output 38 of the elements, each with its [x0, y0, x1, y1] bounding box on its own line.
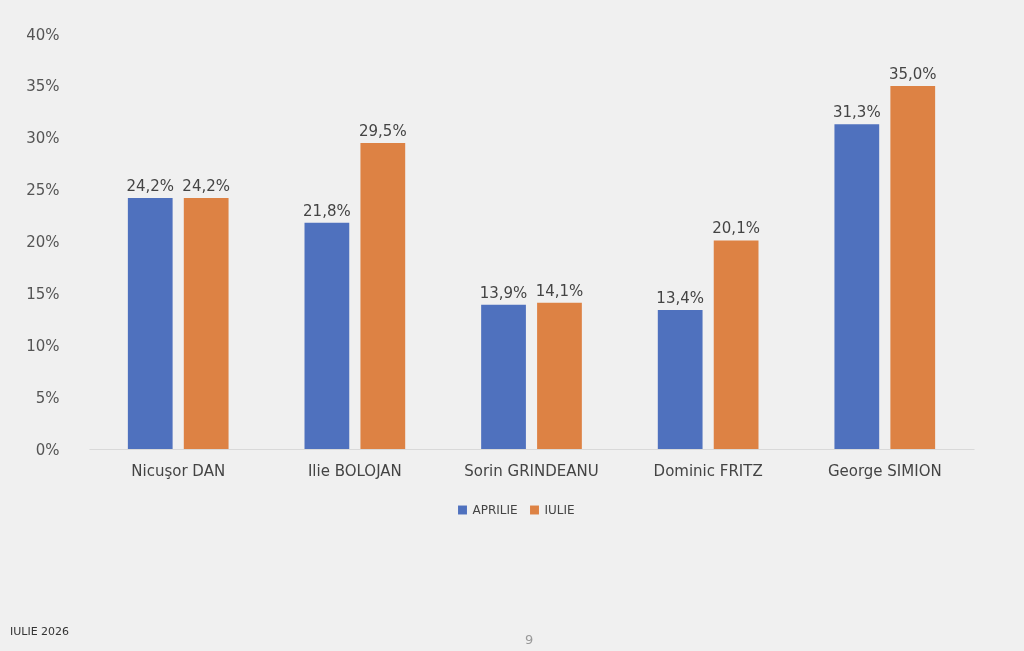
legend-label: APRILIE: [472, 503, 518, 517]
data-label: 24,2%: [182, 176, 230, 195]
bar: [481, 304, 526, 449]
data-label: 24,2%: [126, 176, 175, 195]
y-tick-label: 40%: [26, 25, 60, 44]
x-tick-label: Ilie BOLOJAN: [307, 461, 402, 480]
text: 9: [525, 632, 534, 647]
data-label: 13,9%: [479, 283, 528, 302]
data-label: 21,8%: [303, 201, 351, 220]
y-tick-label: 25%: [26, 181, 60, 200]
bar: [360, 142, 406, 449]
bar: [713, 240, 759, 449]
legend-label: IULIE: [544, 503, 575, 517]
y-tick-label: 0%: [35, 440, 60, 459]
x-tick-label: George SIMION: [827, 461, 942, 480]
data-label: 29,5%: [358, 121, 407, 140]
data-label: 13,4%: [656, 288, 705, 307]
y-tick-label: 30%: [26, 129, 60, 148]
y-tick-label: 10%: [26, 336, 60, 355]
text: IULIE 2026: [10, 625, 70, 638]
data-label: 14,1%: [535, 281, 584, 300]
x-tick-label: Sorin GRINDEANU: [464, 461, 599, 480]
bar: [834, 124, 880, 449]
y-tick-label: 35%: [26, 77, 60, 96]
bar: [304, 222, 350, 449]
bar: [657, 309, 703, 449]
data-label: 35,0%: [888, 64, 937, 83]
y-tick-label: 5%: [35, 388, 60, 407]
x-tick-label: Nicuşor DAN: [131, 461, 226, 480]
data-label: 20,1%: [712, 219, 760, 238]
bar: [890, 85, 936, 449]
y-tick-label: 20%: [26, 233, 60, 251]
bar: [183, 197, 229, 449]
data-label: 31,3%: [833, 103, 881, 122]
x-tick-label: Dominic FRITZ: [653, 461, 763, 480]
y-tick-label: 15%: [26, 284, 60, 303]
bar: [537, 302, 582, 449]
bar: [127, 197, 173, 449]
